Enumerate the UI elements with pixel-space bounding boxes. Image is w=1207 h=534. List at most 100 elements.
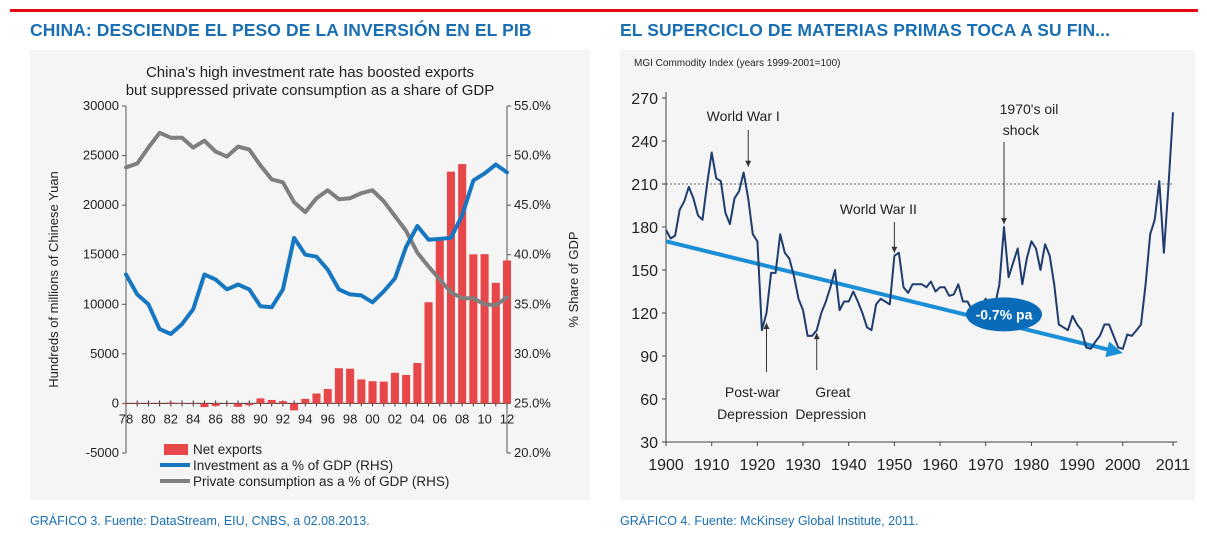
net-exports-bar bbox=[402, 374, 411, 404]
chart-title-line-2: but suppressed private consumption as a … bbox=[126, 82, 495, 99]
arrow-world-war-2-head bbox=[891, 246, 898, 253]
x-axis-tick-label: 88 bbox=[231, 411, 245, 426]
x-axis-tick-label: 80 bbox=[141, 411, 155, 426]
x-axis-tick-label: 00 bbox=[365, 411, 379, 426]
x-axis-tick-label: 2011 bbox=[1156, 457, 1191, 474]
trend-arrow-head bbox=[1105, 341, 1123, 358]
annotation-oil-shock-line-1: 1970's oil bbox=[1000, 101, 1059, 117]
y-axis-tick-label: 150 bbox=[631, 263, 658, 280]
x-axis-tick-label: 1970 bbox=[968, 457, 1004, 474]
net-exports-bar bbox=[256, 398, 265, 404]
annotation-post-war-line-1: Post-war bbox=[725, 384, 781, 400]
x-axis-tick-label: 08 bbox=[455, 411, 469, 426]
right-caption: GRÁFICO 4. Fuente: McKinsey Global Insti… bbox=[620, 514, 919, 528]
y-axis-tick-label: 180 bbox=[631, 220, 658, 237]
left-heading: CHINA: DESCIENDE EL PESO DE LA INVERSIÓN… bbox=[30, 20, 532, 40]
arrow-world-war-1-head bbox=[745, 160, 752, 167]
commodity-index-line bbox=[665, 112, 1174, 350]
annotation-world-war-1: World War I bbox=[707, 108, 780, 124]
net-exports-bar bbox=[379, 381, 388, 404]
x-axis-tick-label: 86 bbox=[208, 411, 222, 426]
right-axis-tick-label: 45.0% bbox=[514, 197, 551, 212]
legend-label-consumption: Private consumption as a % of GDP (RHS) bbox=[193, 474, 449, 489]
x-axis-tick-label: 1910 bbox=[694, 457, 730, 474]
commodity-index-chart: MGI Commodity Index (years 1999-2001=100… bbox=[631, 58, 1191, 474]
trend-label-bubble bbox=[966, 297, 1042, 332]
net-exports-bar bbox=[290, 403, 299, 411]
net-exports-bar bbox=[155, 403, 164, 404]
net-exports-bar bbox=[121, 403, 131, 404]
y-axis-tick-label: 60 bbox=[640, 392, 658, 409]
net-exports-bar bbox=[368, 381, 377, 404]
legend-swatch-net-exports bbox=[164, 444, 188, 455]
arrow-great-depression-head bbox=[813, 333, 820, 340]
legend-label-investment: Investment as a % of GDP (RHS) bbox=[193, 458, 393, 473]
x-axis-tick-label: 82 bbox=[164, 411, 178, 426]
left-axis-label: Hundreds of millions of Chinese Yuan bbox=[46, 171, 61, 388]
left-axis-tick-label: 10000 bbox=[83, 296, 119, 311]
net-exports-bar bbox=[323, 388, 332, 404]
right-axis-tick-label: 20.0% bbox=[514, 445, 551, 460]
x-axis-tick-label: 12 bbox=[500, 411, 514, 426]
arrow-oil-shock-head bbox=[1001, 218, 1007, 225]
china-investment-chart: China's high investment rate has boosted… bbox=[46, 64, 581, 489]
annotation-great-depression-line-1: Great bbox=[815, 384, 850, 400]
trend-label: -0.7% pa bbox=[976, 306, 1033, 322]
net-exports-bar bbox=[334, 368, 343, 404]
china-chart-panel: China's high investment rate has boosted… bbox=[30, 50, 590, 500]
annotation-post-war-line-2: Depression bbox=[717, 406, 788, 422]
right-axis-tick-label: 25.0% bbox=[514, 395, 551, 410]
net-exports-bar bbox=[301, 398, 310, 404]
left-axis-tick-label: 30000 bbox=[83, 98, 119, 113]
right-axis-tick-label: 40.0% bbox=[514, 247, 551, 262]
net-exports-bar bbox=[469, 254, 478, 404]
net-exports-bar bbox=[312, 393, 321, 404]
right-axis-label: % Share of GDP bbox=[566, 231, 581, 327]
left-axis-tick-label: 5000 bbox=[90, 346, 119, 361]
right-axis-tick-label: 35.0% bbox=[514, 296, 551, 311]
top-accent-line bbox=[10, 9, 1198, 12]
annotation-oil-shock-line-2: shock bbox=[1003, 122, 1041, 138]
net-exports-bar bbox=[245, 403, 254, 406]
left-axis-tick-label: -5000 bbox=[86, 445, 119, 460]
net-exports-bar bbox=[133, 403, 142, 404]
x-axis-tick-label: 84 bbox=[186, 411, 200, 426]
net-exports-bar bbox=[458, 164, 467, 404]
x-axis-tick-label: 98 bbox=[343, 411, 357, 426]
net-exports-bar bbox=[144, 403, 153, 404]
right-axis-tick-label: 30.0% bbox=[514, 346, 551, 361]
net-exports-bar bbox=[346, 368, 355, 404]
left-caption: GRÁFICO 3. Fuente: DataStream, EIU, CNBS… bbox=[30, 514, 370, 528]
net-exports-bar bbox=[435, 238, 444, 404]
net-exports-bar bbox=[200, 403, 209, 408]
net-exports-bar bbox=[278, 401, 287, 404]
right-axis-tick-label: 50.0% bbox=[514, 148, 551, 163]
x-axis-tick-label: 1950 bbox=[877, 457, 913, 474]
net-exports-bar bbox=[357, 379, 366, 404]
x-axis-tick-label: 04 bbox=[410, 411, 424, 426]
x-axis-tick-label: 90 bbox=[253, 411, 267, 426]
y-axis-tick-label: 90 bbox=[640, 349, 658, 366]
annotation-world-war-2: World War II bbox=[840, 201, 917, 217]
x-axis-tick-label: 10 bbox=[477, 411, 491, 426]
x-axis-tick-label: 1990 bbox=[1059, 457, 1095, 474]
annotation-great-depression-line-2: Depression bbox=[795, 406, 866, 422]
x-axis-tick-label: 92 bbox=[276, 411, 290, 426]
net-exports-bar bbox=[491, 282, 500, 404]
net-exports-bar bbox=[211, 403, 220, 406]
y-axis-tick-label: 270 bbox=[631, 91, 658, 108]
x-axis-tick-label: 1930 bbox=[785, 457, 821, 474]
right-heading: EL SUPERCICLO DE MATERIAS PRIMAS TOCA A … bbox=[620, 20, 1111, 40]
chart-title-line-1: China's high investment rate has boosted… bbox=[146, 64, 474, 81]
net-exports-bar bbox=[189, 403, 198, 404]
x-axis-tick-label: 96 bbox=[320, 411, 334, 426]
net-exports-bar bbox=[502, 260, 512, 404]
net-exports-bar bbox=[166, 402, 175, 404]
net-exports-bar bbox=[446, 171, 456, 404]
arrow-post-war-depression-head bbox=[763, 323, 770, 330]
x-axis-tick-label: 94 bbox=[298, 411, 312, 426]
left-axis-tick-label: 15000 bbox=[83, 247, 119, 262]
x-axis-tick-label: 1920 bbox=[740, 457, 776, 474]
y-axis-tick-label: 30 bbox=[640, 435, 658, 452]
y-axis-tick-label: 240 bbox=[631, 134, 658, 151]
